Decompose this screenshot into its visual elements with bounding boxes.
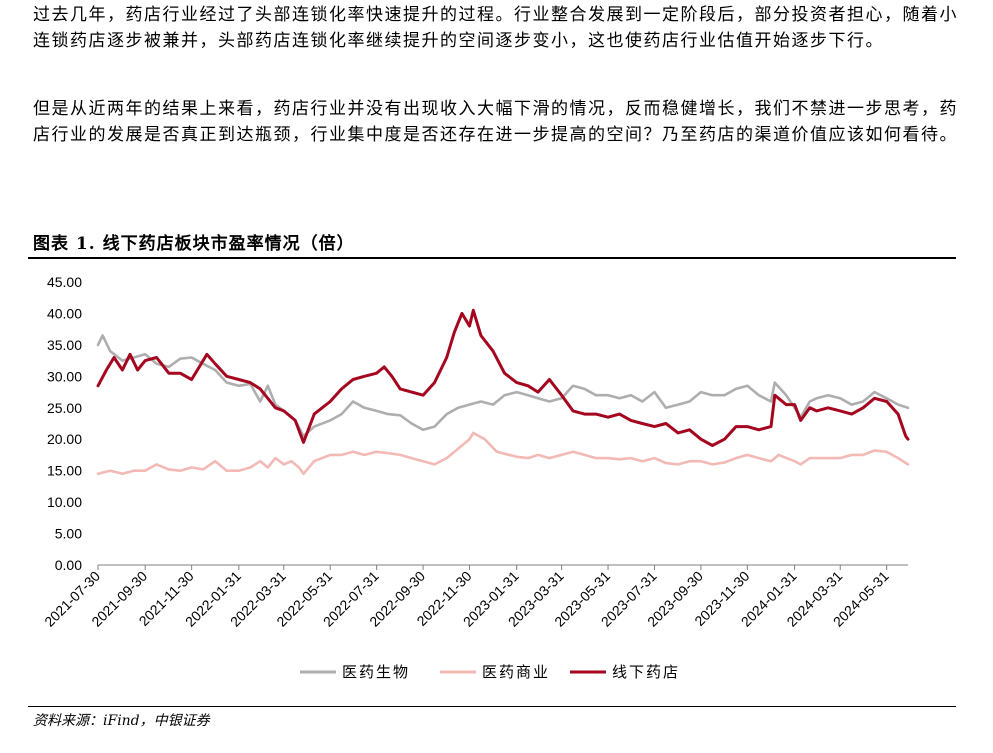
intro-paragraph-1: 过去几年，药店行业经过了头部连锁化率快速提升的过程。行业整合发展到一定阶段后，部… (33, 5, 958, 51)
series-line-2 (96, 431, 910, 476)
y-tick-label: 5.00 (55, 526, 82, 542)
y-tick-label: 15.00 (47, 463, 82, 479)
legend-label: 医药商业 (482, 663, 550, 681)
y-tick-label: 40.00 (47, 305, 82, 321)
intro-paragraph-2: 但是从近两年的结果上来看，药店行业并没有出现收入大幅下滑的情况，反而稳健增长，我… (33, 99, 958, 145)
figure-title: 图表 1. 线下药店板块市盈率情况（倍） (33, 234, 355, 254)
y-tick-label: 30.00 (47, 368, 82, 384)
y-tick-label: 0.00 (55, 557, 82, 573)
legend-label: 医药生物 (342, 663, 410, 681)
chart-legend: 医药生物 医药商业 线下药店 (300, 663, 680, 681)
y-axis: 0.00 5.00 10.00 15.00 20.00 25.00 30.00 35.00 40… (47, 274, 82, 573)
y-tick-label: 25.00 (47, 400, 82, 416)
y-tick-label: 45.00 (47, 274, 82, 290)
series-line-1 (96, 334, 910, 438)
legend-label: 线下药店 (612, 663, 680, 681)
y-tick-label: 10.00 (47, 494, 82, 510)
y-tick-label: 20.00 (47, 431, 82, 447)
pe-ratio-chart: 0.00 5.00 10.00 15.00 20.00 25.00 30.00 35.00 40… (41, 274, 910, 681)
figure-top-rule (28, 257, 956, 259)
x-axis: 2021-07-302021-09-302021-11-302022-01-31… (41, 564, 908, 630)
source-note: 资料来源：iFind，中银证券 (33, 713, 210, 729)
y-tick-label: 35.00 (47, 337, 82, 353)
figure-bottom-rule (28, 706, 956, 707)
series-line-3 (96, 308, 910, 447)
series-lines (96, 308, 910, 476)
